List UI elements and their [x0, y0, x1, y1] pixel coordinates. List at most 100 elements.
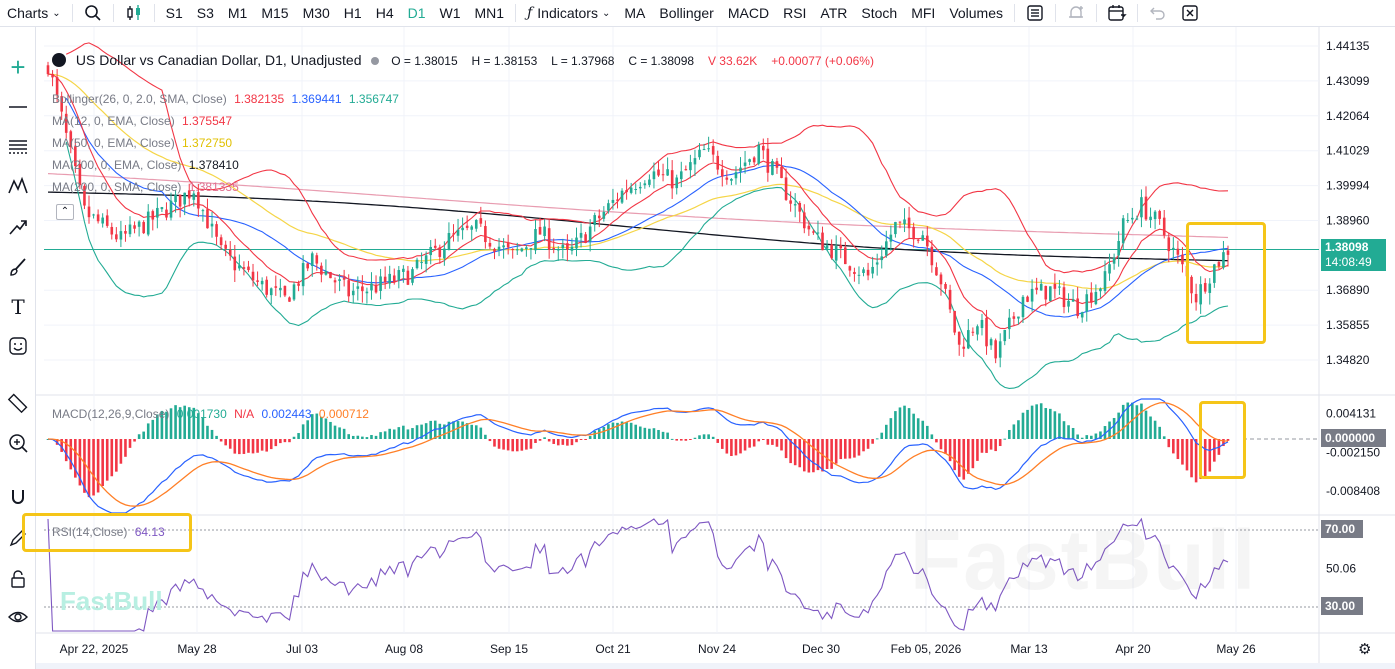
candle-body	[424, 255, 428, 264]
undo-icon[interactable]	[1142, 0, 1174, 27]
charts-menu-button[interactable]: Charts ⌄	[0, 0, 68, 27]
indicators-label: Indicators	[537, 5, 598, 21]
candle-body	[274, 286, 278, 288]
macd-histogram-bar	[1035, 404, 1038, 439]
macd-histogram-bar	[734, 439, 738, 456]
indicator-bollinger[interactable]: Bollinger	[659, 5, 714, 21]
timeframe-s1[interactable]: S1	[165, 5, 183, 21]
candle-body	[420, 262, 423, 264]
candle-body	[1017, 316, 1020, 319]
macd-histogram-bar	[948, 439, 952, 462]
ma200sma-legend[interactable]: MA(200, 0, SMA, Close) 1.381335	[52, 180, 243, 194]
fastbull-watermark-large: FastBull	[910, 513, 1258, 607]
macd-histogram-bar	[465, 423, 469, 439]
pattern-tool-icon[interactable]	[4, 172, 32, 200]
macd-histogram-bar	[228, 439, 232, 449]
indicator-mfi[interactable]: MFI	[911, 5, 936, 21]
ma200ema-legend[interactable]: MA(200, 0, EMA, Close) 1.378410	[52, 158, 243, 172]
timeframe-m30[interactable]: M30	[302, 5, 330, 21]
magnet-icon[interactable]	[4, 483, 32, 511]
line-tool-icon[interactable]	[4, 93, 32, 121]
lock-icon[interactable]	[4, 565, 32, 593]
indicator-atr[interactable]: ATR	[820, 5, 848, 21]
timeframe-d1[interactable]: D1	[407, 5, 426, 21]
candle-body	[288, 297, 291, 302]
macd-histogram-bar	[529, 439, 533, 449]
macd-tick-label: -0.002150	[1326, 445, 1380, 459]
macd-histogram-bar	[780, 439, 783, 451]
brush-icon[interactable]	[4, 253, 32, 281]
candle-body	[761, 145, 765, 151]
candlestick-type-icon[interactable]	[118, 0, 150, 27]
timeframe-m1[interactable]: M1	[227, 5, 248, 21]
timeframe-w1[interactable]: W1	[439, 5, 461, 21]
candle-body	[793, 204, 797, 206]
timeframe-h1[interactable]: H1	[343, 5, 362, 21]
bollinger-legend[interactable]: Bollinger(26, 0, 2.0, SMA, Close) 1.3821…	[52, 92, 403, 106]
timeframe-s3[interactable]: S3	[196, 5, 214, 21]
candle-body	[219, 237, 223, 246]
emoji-icon[interactable]	[4, 332, 32, 360]
candle-body	[529, 248, 533, 250]
candle-body	[110, 226, 114, 235]
ma12-legend[interactable]: MA(12, 0, EMA, Close) 1.375547	[52, 114, 236, 128]
close-window-icon[interactable]	[1174, 0, 1206, 27]
crosshair-plus-icon[interactable]: +	[10, 51, 26, 82]
chart-canvas[interactable]: 1.44135 1.43099 1.42064 1.41029 1.39994 1.389…	[36, 27, 1395, 669]
candle-body	[137, 221, 141, 227]
candle-body	[46, 65, 50, 75]
timeframe-h4[interactable]: H4	[375, 5, 394, 21]
indicator-rsi[interactable]: RSI	[783, 5, 807, 21]
calendar-replay-icon[interactable]	[1101, 0, 1133, 27]
candle-body	[224, 244, 227, 249]
search-icon[interactable]	[77, 0, 109, 27]
indicator-macd[interactable]: MACD	[727, 5, 770, 21]
candle-body	[443, 248, 446, 259]
candle-body	[146, 211, 150, 235]
timeframe-m15[interactable]: M15	[261, 5, 289, 21]
candle-body	[1008, 317, 1011, 330]
candle-body	[283, 285, 287, 296]
horizontal-lines-icon[interactable]	[4, 132, 32, 160]
macd-histogram-bar	[515, 439, 519, 452]
settings-gear-icon[interactable]: ⚙	[1358, 641, 1372, 658]
timeframe-mn1[interactable]: MN1	[474, 5, 505, 21]
candle-body	[1121, 218, 1125, 244]
candle-body	[78, 163, 82, 186]
eye-icon[interactable]	[4, 603, 32, 631]
macd-legend[interactable]: MACD(12,26,9,Close) 0.001730 N/A 0.00244…	[52, 407, 373, 421]
indicators-button[interactable]: ƒ Indicators ⌄	[520, 0, 617, 27]
indicator-ma[interactable]: MA	[624, 5, 646, 21]
macd-histogram-bar	[775, 439, 779, 447]
chart-background	[36, 27, 1395, 669]
text-tool-icon[interactable]: T	[11, 295, 25, 319]
macd-line-value: 0.002443	[261, 407, 312, 421]
macd-histogram-bar	[625, 422, 628, 439]
macd-histogram-bar	[142, 431, 145, 439]
rsi-legend[interactable]: RSI(14,Close) 64.13	[52, 525, 169, 539]
macd-histogram-bar	[556, 439, 560, 446]
collapse-legend-button[interactable]: ⌃	[56, 204, 74, 220]
trend-arrow-icon[interactable]	[4, 213, 32, 241]
macd-histogram-bar	[1176, 439, 1180, 460]
indicator-volumes[interactable]: Volumes	[949, 5, 1004, 21]
time-tick-label: Nov 24	[698, 642, 736, 656]
macd-histogram-bar	[1213, 439, 1216, 462]
candle-body	[515, 249, 519, 251]
macd-histogram-bar	[165, 411, 168, 439]
indicator-stoch[interactable]: Stoch	[861, 5, 898, 21]
ruler-icon[interactable]	[4, 389, 32, 417]
macd-histogram-bar	[424, 423, 428, 439]
templates-icon[interactable]	[1019, 0, 1051, 27]
macd-tick-label: 0.004131	[1326, 406, 1376, 420]
macd-histogram-bar	[247, 439, 250, 453]
macd-histogram-bar	[693, 437, 697, 439]
alert-icon[interactable]	[1060, 0, 1092, 27]
candle-body	[748, 159, 751, 162]
macd-histogram-bar	[324, 418, 328, 439]
ma50-legend[interactable]: MA(50, 0, EMA, Close) 1.372750	[52, 136, 236, 150]
macd-histogram-bar	[183, 405, 186, 439]
candle-body	[479, 218, 483, 224]
zoom-in-icon[interactable]	[4, 429, 32, 457]
macd-histogram-bar	[666, 432, 669, 439]
